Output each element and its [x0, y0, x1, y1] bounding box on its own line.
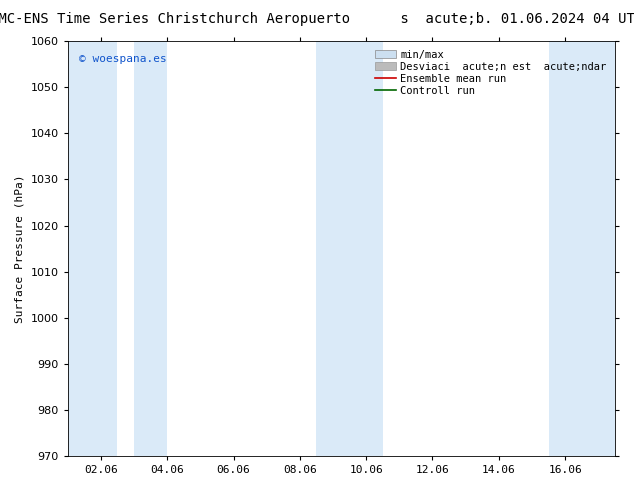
- Text: CMC-ENS Time Series Christchurch Aeropuerto      s  acute;b. 01.06.2024 04 UTC: CMC-ENS Time Series Christchurch Aeropue…: [0, 12, 634, 26]
- Bar: [68, 41, 117, 456]
- Y-axis label: Surface Pressure (hPa): Surface Pressure (hPa): [15, 174, 25, 323]
- Bar: [134, 41, 167, 456]
- Bar: [316, 41, 383, 456]
- Legend: min/max, Desviaci  acute;n est  acute;ndar, Ensemble mean run, Controll run: min/max, Desviaci acute;n est acute;ndar…: [372, 47, 610, 99]
- Text: © woespana.es: © woespana.es: [79, 54, 166, 64]
- Bar: [548, 41, 615, 456]
